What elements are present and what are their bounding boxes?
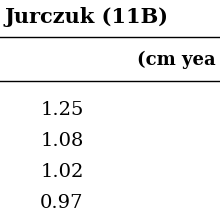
Text: (cm yea: (cm yea: [137, 51, 216, 69]
Text: 0.97: 0.97: [40, 194, 84, 212]
Text: Jurczuk (11B): Jurczuk (11B): [4, 7, 168, 27]
Text: 1.25: 1.25: [40, 101, 84, 119]
Text: 1.02: 1.02: [40, 163, 84, 181]
Text: 1.08: 1.08: [40, 132, 84, 150]
